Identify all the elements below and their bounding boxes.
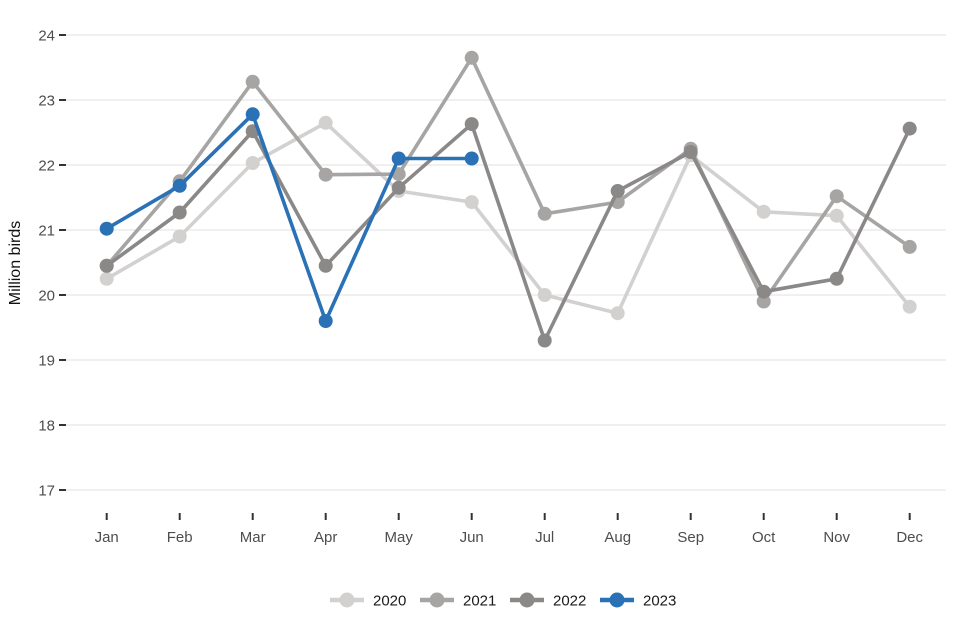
legend-item-2020: 2020 (330, 592, 406, 610)
data-point-2021-Jul (537, 206, 552, 221)
data-point-2022-Jul (537, 333, 552, 348)
data-point-2022-Apr (318, 258, 333, 273)
series-2021 (99, 50, 917, 309)
legend-marker-dot (429, 592, 445, 608)
y-axis-title: Million birds (7, 221, 24, 305)
data-point-2023-Jun (464, 151, 479, 166)
series-2023 (99, 107, 479, 328)
data-point-2022-Oct (756, 284, 771, 299)
legend-label: 2021 (463, 593, 496, 610)
data-point-2020-Oct (756, 204, 771, 219)
y-tick-label: 23 (38, 93, 55, 110)
data-point-2020-Aug (610, 306, 625, 321)
data-point-2023-Jan (99, 221, 114, 236)
data-point-2020-Jan (99, 271, 114, 286)
gridlines (66, 34, 946, 491)
x-tick-label: Apr (314, 529, 337, 546)
x-tick-label: Aug (604, 529, 631, 546)
y-tick-label: 21 (38, 223, 55, 240)
data-point-2022-Dec (902, 121, 917, 136)
legend-item-2023: 2023 (600, 592, 676, 610)
data-point-2022-May (391, 180, 406, 195)
series-line-2023 (104, 112, 474, 323)
data-point-2020-Dec (902, 299, 917, 314)
series-line-2020 (104, 121, 912, 315)
data-point-2021-Oct (756, 294, 771, 309)
series-2020 (99, 115, 917, 321)
data-point-2023-Mar (245, 107, 260, 122)
data-point-2020-Apr (318, 115, 333, 130)
x-tick-label: May (385, 529, 414, 546)
legend-marker-dot (609, 592, 625, 608)
x-tick-label: Jan (95, 529, 119, 546)
legend-label: 2023 (643, 593, 676, 610)
x-tick-label: Jun (460, 529, 484, 546)
x-tick-label: Mar (240, 529, 266, 546)
data-point-2022-Nov (829, 271, 844, 286)
data-point-2021-Mar (245, 74, 260, 89)
data-point-2020-Nov (829, 208, 844, 223)
x-tick-label: Jul (535, 529, 554, 546)
y-tick-label: 17 (38, 483, 55, 500)
data-point-2022-Feb (172, 205, 187, 220)
y-tick-label: 20 (38, 288, 55, 305)
data-point-2022-Jan (99, 258, 114, 273)
series-line-2021 (104, 56, 912, 304)
data-point-2021-Dec (902, 239, 917, 254)
x-tick-label: Oct (752, 529, 776, 546)
data-point-2020-Mar (245, 156, 260, 170)
x-tick-label: Nov (823, 529, 850, 546)
data-point-2021-Apr (318, 167, 333, 182)
data-point-2023-May (391, 151, 406, 166)
y-tick-label: 19 (38, 353, 55, 370)
data-point-2023-Feb (172, 178, 187, 193)
data-point-2020-Jun (464, 195, 479, 210)
legend-item-2022: 2022 (510, 592, 586, 610)
data-point-2021-Jun (464, 50, 479, 65)
x-tick-label: Feb (167, 529, 193, 546)
x-tick-label: Sep (677, 529, 704, 546)
legend-label: 2020 (373, 593, 406, 610)
y-tick-label: 18 (38, 418, 55, 435)
y-tick-label: 22 (38, 158, 55, 175)
series-2022 (99, 117, 917, 348)
data-point-2022-Aug (610, 184, 625, 198)
legend-label: 2022 (553, 593, 586, 610)
x-axis: Jan Feb Mar Apr May Jun Jul Aug Sep Oct Nov Dec (95, 513, 924, 546)
legend-marker-dot (519, 592, 535, 608)
legend-marker-dot (339, 592, 355, 608)
x-tick-label: Dec (896, 529, 923, 546)
series-line-2022 (104, 122, 912, 343)
data-point-2023-Apr (318, 314, 333, 328)
data-point-2021-Nov (829, 189, 844, 204)
legend: 2020 2021 2022 2023 (330, 592, 676, 610)
data-point-2020-Feb (172, 229, 187, 244)
data-point-2022-Sep (683, 145, 698, 159)
data-point-2020-Jul (537, 288, 552, 302)
data-series (99, 50, 917, 348)
data-point-2022-Jun (464, 117, 479, 132)
legend-item-2021: 2021 (420, 592, 496, 610)
y-axis: 17 18 19 20 21 22 23 24 (38, 28, 66, 500)
y-tick-label: 24 (38, 28, 55, 45)
